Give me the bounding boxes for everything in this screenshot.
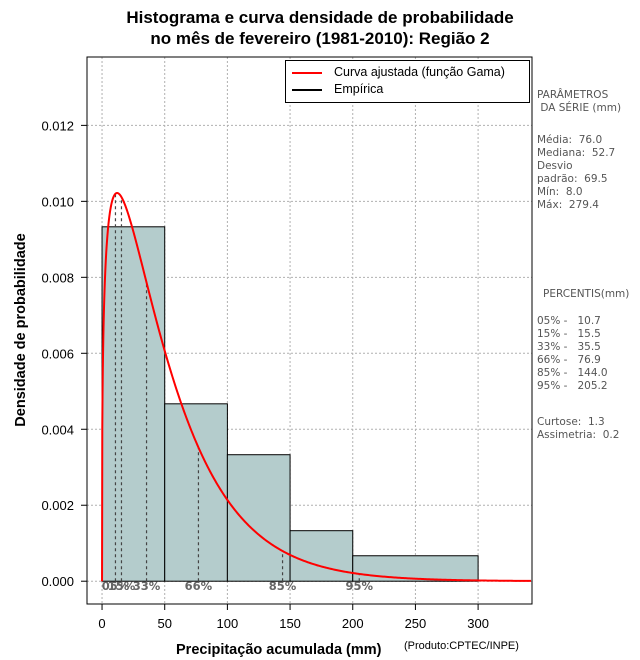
x-tick-label: 150: [279, 616, 301, 631]
y-tick-label: 0.006: [41, 346, 74, 361]
legend-item-empirical: Empírica: [292, 82, 383, 98]
percentile-label: 66%: [185, 579, 213, 593]
shape-stats: Curtose: 1.3 Assimetria: 0.2: [537, 416, 620, 441]
legend: Curva ajustada (função Gama) Empírica: [285, 60, 530, 103]
gamma-curve: [101, 191, 531, 582]
percentile-label: 85%: [269, 579, 297, 593]
y-tick-label: 0.002: [41, 498, 74, 513]
x-tick-label: 50: [157, 616, 171, 631]
plot-frame: [86, 56, 533, 605]
y-tick-label: 0.012: [41, 118, 74, 133]
percentile-label: 15%: [108, 579, 136, 593]
legend-label-empirical: Empírica: [334, 82, 384, 96]
percentile-label: 95%: [345, 579, 373, 593]
chart-title-line2: no mês de fevereiro (1981-2010): Região …: [150, 29, 490, 48]
legend-swatch-curve: [292, 71, 322, 74]
params-heading: PARÂMETROS DA SÉRIE (mm): [537, 89, 622, 114]
legend-swatch-empirical: [292, 88, 322, 91]
histogram-bar: [226, 454, 291, 582]
percentile-label: 33%: [133, 579, 161, 593]
product-credit: (Produto:CPTEC/INPE): [404, 640, 519, 652]
histogram-bar: [352, 555, 479, 582]
legend-label-curve: Curva ajustada (função Gama): [334, 65, 505, 79]
y-axis-label: Densidade de probabilidade: [13, 233, 29, 427]
chart-title: Histograma e curva densidade de probabil…: [126, 8, 514, 27]
y-tick-label: 0.008: [41, 270, 74, 285]
x-tick-label: 200: [342, 616, 364, 631]
x-tick-label: 250: [405, 616, 427, 631]
params-values: Média: 76.0 Mediana: 52.7 Desvio padrão:…: [537, 134, 616, 211]
y-tick-label: 0.010: [41, 194, 74, 209]
percentis-values: 05% - 10.7 15% - 15.5 33% - 35.5 66% - 7…: [537, 315, 608, 392]
legend-item-curve: Curva ajustada (função Gama): [292, 65, 505, 81]
y-tick-label: 0.004: [41, 422, 74, 437]
percentis-heading: PERCENTIS(mm): [543, 288, 630, 300]
histogram-bar: [101, 226, 166, 582]
percentile-label: 05%: [102, 579, 130, 593]
y-tick-label: 0.000: [41, 574, 74, 589]
x-tick-label: 300: [467, 616, 489, 631]
histogram-bar: [164, 403, 228, 582]
x-axis-label: Precipitação acumulada (mm): [176, 642, 382, 658]
histogram-bar: [289, 530, 354, 582]
x-tick-label: 0: [98, 616, 105, 631]
x-tick-label: 100: [217, 616, 239, 631]
